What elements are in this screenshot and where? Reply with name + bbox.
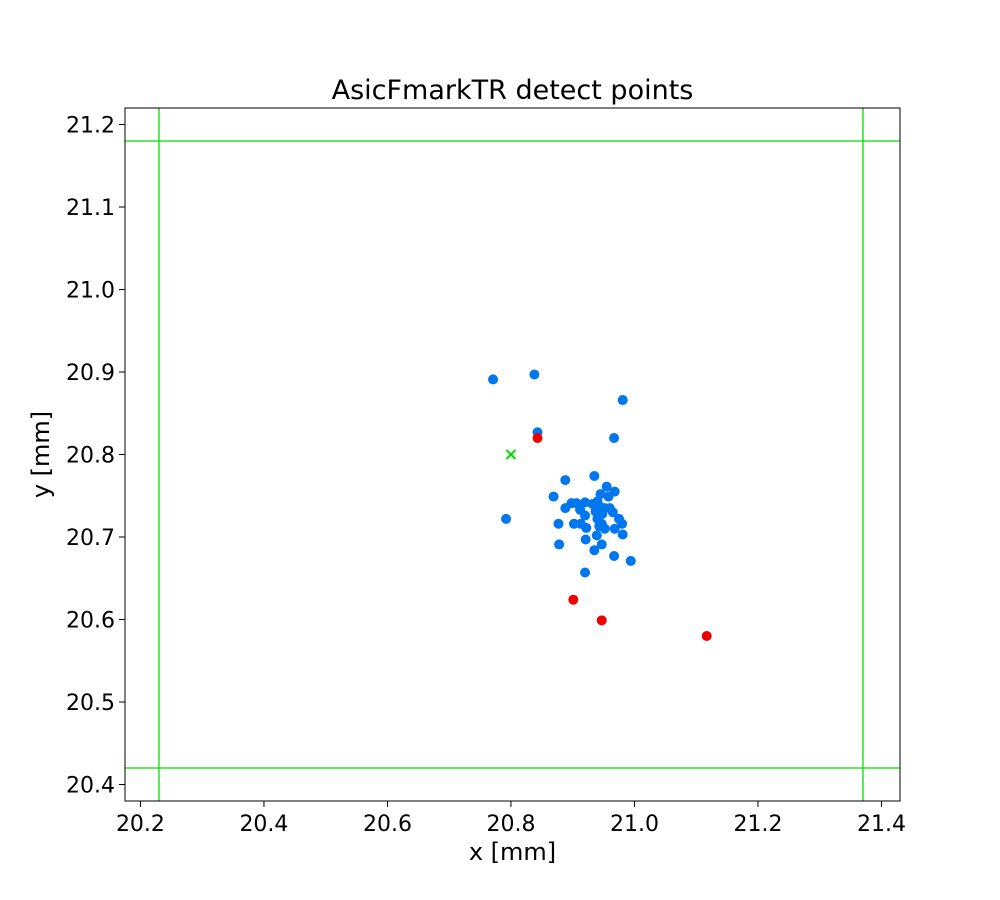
reference-lines	[125, 108, 900, 801]
data-point	[488, 374, 499, 385]
x-tick-label: 21.0	[610, 812, 659, 837]
x-tick-label: 20.2	[116, 812, 165, 837]
y-tick-label: 20.9	[66, 361, 115, 386]
data-point	[617, 529, 628, 540]
data-point	[529, 369, 540, 380]
data-point	[580, 567, 591, 578]
data-point	[601, 481, 612, 492]
data-point	[596, 615, 607, 626]
data-point	[554, 539, 565, 550]
data-point	[596, 539, 607, 550]
x-tick-label: 21.2	[733, 812, 782, 837]
data-point	[591, 530, 602, 541]
data-point	[580, 510, 591, 521]
target-marker-group	[505, 449, 517, 460]
y-tick-label: 21.2	[66, 114, 115, 139]
data-point	[553, 518, 564, 529]
x-axis-label: x [mm]	[469, 838, 556, 866]
x-tick-label: 21.4	[857, 812, 906, 837]
data-point	[580, 534, 591, 545]
data-point	[609, 550, 620, 561]
y-tick-label: 20.8	[66, 444, 115, 469]
x-axis-ticks: 20.2 20.4 20.6 20.8 21.0 21.2 21.4	[116, 801, 906, 837]
data-point	[617, 395, 628, 406]
data-point	[625, 555, 636, 566]
data-point	[701, 631, 712, 641]
plot-background	[125, 108, 900, 801]
data-point	[609, 433, 620, 443]
data-point	[589, 545, 600, 556]
data-point	[617, 518, 628, 529]
x-tick-label: 20.6	[363, 812, 412, 837]
data-point	[560, 475, 571, 486]
y-tick-label: 21.0	[66, 279, 115, 304]
y-axis-ticks: 20.4 20.5 20.6 20.7 20.8 20.9 21.0 21.1 21.2	[66, 114, 125, 799]
x-tick-label: 20.8	[486, 812, 535, 837]
target-marker	[505, 449, 517, 460]
data-point	[548, 491, 559, 502]
x-tick-label: 20.4	[239, 812, 288, 837]
y-tick-label: 20.4	[66, 774, 115, 799]
data-point	[603, 491, 614, 502]
data-point	[589, 470, 600, 481]
data-point	[581, 522, 592, 533]
data-point	[599, 523, 610, 534]
y-tick-label: 21.1	[66, 196, 115, 221]
chart-title: AsicFmarkTR detect points	[332, 75, 694, 106]
data-points	[488, 369, 712, 641]
y-tick-label: 20.7	[66, 526, 115, 551]
data-point	[609, 523, 620, 534]
data-point	[532, 433, 543, 443]
y-tick-label: 20.5	[66, 691, 115, 716]
data-point	[568, 594, 579, 605]
y-tick-label: 20.6	[66, 609, 115, 634]
data-point	[501, 513, 512, 524]
data-point	[607, 507, 618, 518]
y-axis-label: y [mm]	[27, 411, 55, 498]
